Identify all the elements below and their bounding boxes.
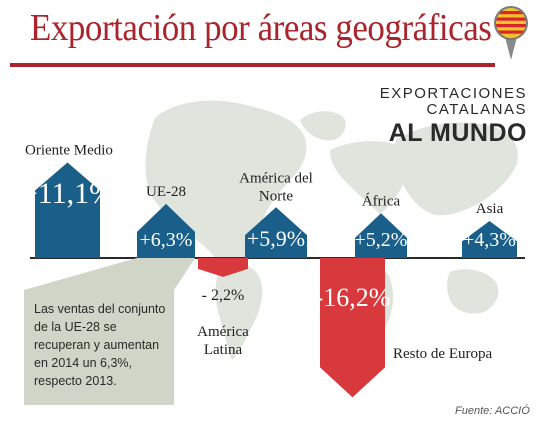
category-label: África [362, 192, 401, 209]
value-label: +5,2% [355, 229, 408, 251]
bar-am-rica-latina [198, 258, 248, 277]
category-label: Latina [204, 342, 243, 358]
value-label: -16,2% [315, 283, 391, 312]
category-label: Asia [476, 201, 504, 217]
page-title: Exportación por áreas geográficas [30, 7, 492, 49]
category-label: Oriente Medio [25, 143, 113, 159]
heading-line-1: EXPORTACIONES [379, 85, 527, 102]
category-label: Resto de Europa [393, 346, 492, 362]
catalan-flag-pin-icon [494, 6, 528, 60]
title-underline [10, 63, 495, 67]
category-label: UE-28 [146, 184, 186, 200]
source-credit: Fuente: ACCIÓ [455, 405, 530, 417]
heading-line-2: CATALANAS [426, 101, 527, 118]
note-connector [24, 258, 195, 290]
bar--frica [355, 213, 407, 258]
bar-oriente-medio [35, 162, 100, 258]
bar-ue-28 [137, 203, 195, 258]
category-label: América [197, 324, 249, 340]
bars-layer: +11,1% Oriente Medio +6,3% UE-28 - 2,2% Améri… [21, 143, 517, 398]
category-label: América del [239, 170, 313, 186]
note-box: Las ventas del conjunto de la UE-28 se r… [24, 290, 174, 405]
note-text: Las ventas del conjunto de la UE-28 se r… [34, 302, 166, 388]
bar-resto-de-europa [320, 258, 385, 398]
value-label: +6,3% [140, 229, 193, 251]
bar-am-rica-del-norte [245, 207, 307, 258]
value-label: +4,3% [463, 229, 516, 251]
value-label: - 2,2% [202, 287, 245, 304]
value-label: +5,9% [247, 226, 305, 251]
chart-heading: EXPORTACIONES CATALANAS AL MUNDO [362, 85, 527, 148]
world-map-background [145, 100, 518, 360]
bar-asia [462, 221, 517, 258]
heading-line-3: AL MUNDO [388, 119, 527, 147]
value-label: +11,1% [21, 177, 114, 210]
category-label: Norte [259, 188, 293, 204]
